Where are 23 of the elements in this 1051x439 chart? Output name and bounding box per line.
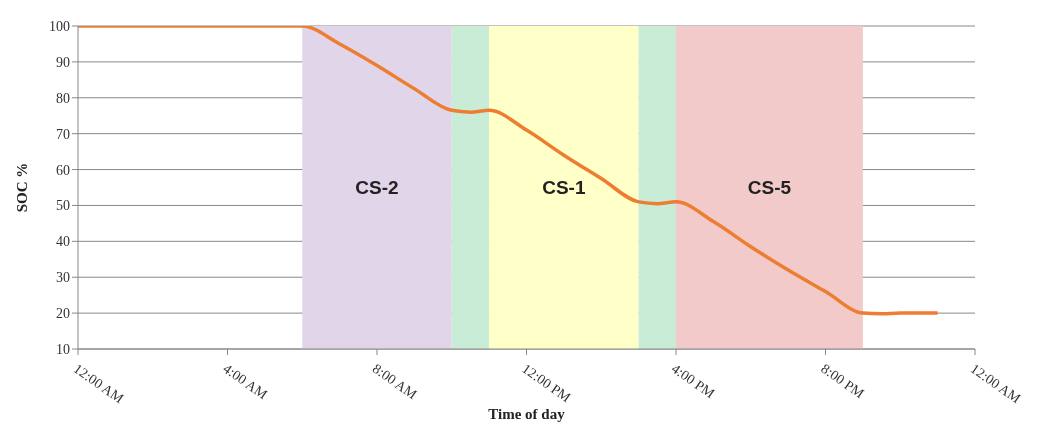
y-tick-label: 30 xyxy=(56,270,70,286)
y-tick-label: 80 xyxy=(56,90,70,106)
y-tick-label: 20 xyxy=(56,306,70,322)
x-axis-title: Time of day xyxy=(488,406,566,422)
band-label: CS-2 xyxy=(355,177,399,199)
y-axis-title: SOC % xyxy=(14,162,31,213)
x-tick-label: 8:00 PM xyxy=(818,361,868,402)
x-tick-label: 12:00 AM xyxy=(70,361,127,407)
x-tick-label: 8:00 AM xyxy=(369,361,420,403)
x-tick-label: 4:00 PM xyxy=(668,361,718,402)
x-tick-label: 12:00 PM xyxy=(519,361,574,406)
line-series xyxy=(78,26,940,316)
y-tick-label: 70 xyxy=(56,126,70,142)
y-tick-label: 50 xyxy=(56,198,70,214)
x-tick-label: 4:00 AM xyxy=(220,361,271,403)
y-tick-label: 90 xyxy=(56,54,70,70)
y-tick-label: 60 xyxy=(56,162,70,178)
y-tick-label: 40 xyxy=(56,234,70,250)
band-label: CS-5 xyxy=(747,177,792,199)
y-tick-label: 10 xyxy=(56,341,70,357)
band-label: CS-1 xyxy=(542,177,586,199)
x-tick-label: 12:00 AM xyxy=(967,361,1024,407)
y-tick-label: 100 xyxy=(49,18,70,34)
